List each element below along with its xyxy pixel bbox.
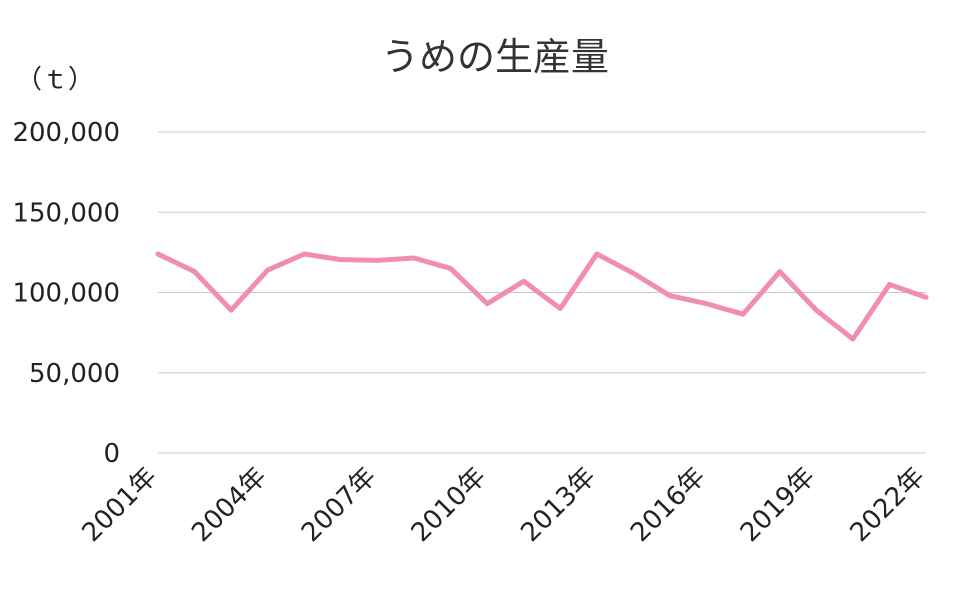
y-tick-label-2: 100,000 [12,279,120,309]
x-tick-label-0: 2001年 [77,462,163,548]
x-tick-label-7: 2022年 [845,462,931,548]
y-tick-label-1: 50,000 [29,359,120,389]
x-tick-label-2: 2007年 [296,462,382,548]
series-layer [155,251,929,342]
y-tick-label-0: 0 [103,439,120,469]
chart-title: うめの生産量 [381,35,609,79]
x-tick-label-1: 2004年 [186,462,272,548]
series-line-0 [155,251,929,342]
y-tick-label-4: 200,000 [12,118,120,148]
y-tick-label-3: 150,000 [12,198,120,228]
x-tick-label-5: 2016年 [625,462,711,548]
x-tick-label-6: 2019年 [735,462,821,548]
x-axis-tick-labels: 2001年 2004年 2007年 2010年 2013年 2016年 2019年 2022年 [77,462,931,548]
y-axis-tick-labels: 0 50,000 100,000 150,000 200,000 [12,118,120,469]
x-tick-label-3: 2010年 [406,462,492,548]
x-tick-label-4: 2013年 [515,462,601,548]
y-axis-unit-label: （ｔ） [16,65,94,95]
